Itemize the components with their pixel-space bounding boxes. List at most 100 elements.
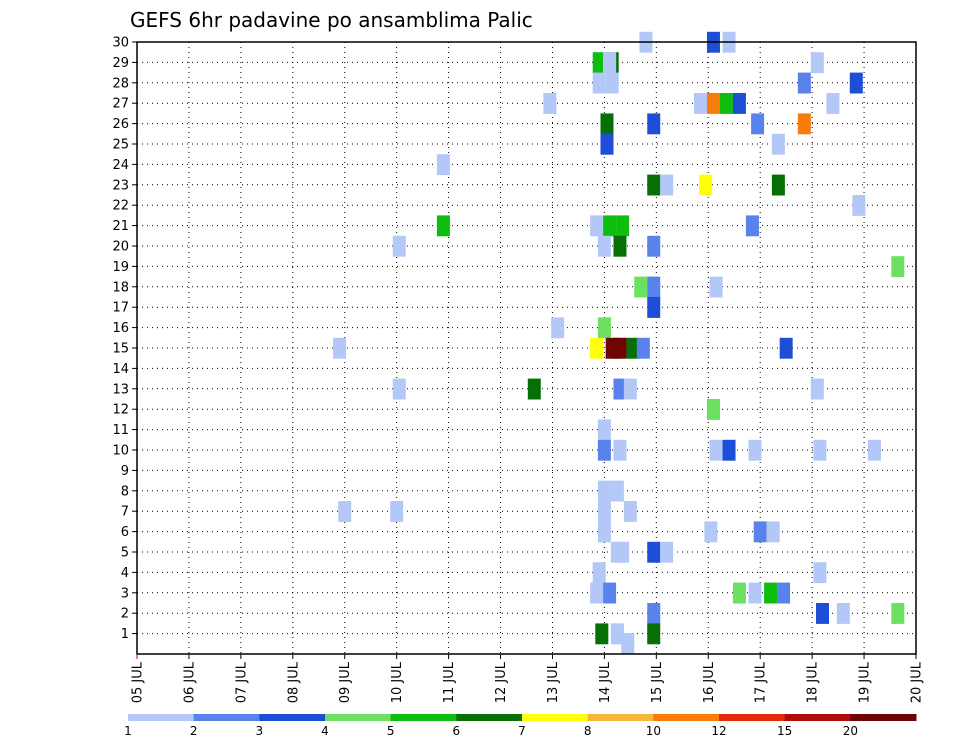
heatmap-cell [891,603,905,624]
heatmap-cell [867,439,881,461]
x-axis: 05 JUL 06 JUL 07 JUL 08 JUL 09 JUL 10 JUL 11 J… [131,654,925,703]
colorbar-label: 5 [387,724,395,738]
y-tick-label: 11 [112,423,129,438]
heatmap-cell [693,93,707,114]
heatmap-cell [771,174,785,196]
heatmap-cell [647,623,661,645]
y-tick-label: 28 [112,76,129,91]
x-tick-label: 19 JUL [858,661,873,703]
colorbar-swatch [193,714,260,721]
colorbar-swatch [850,714,917,721]
y-tick-label: 1 [121,627,129,642]
colorbar-label: 20 [843,724,858,738]
x-tick-label: 13 JUL [546,661,561,703]
x-tick-label: 08 JUL [286,661,301,703]
colorbar-swatch [719,714,786,721]
colorbar-swatch [456,714,523,721]
heatmap-cell [590,582,604,604]
y-tick-label: 14 [112,362,129,377]
heatmap-cell [719,93,733,114]
heatmap-cell [590,215,604,237]
y-tick-label: 25 [112,138,129,153]
y-tick-label: 5 [121,546,129,561]
heatmap-cell [603,582,617,604]
y-tick-label: 19 [112,260,129,275]
colorbar-label: 2 [190,724,198,738]
heatmap-cell [592,562,606,584]
y-tick-label: 7 [121,505,129,520]
heatmap-cell [392,378,406,400]
heatmap-cell [745,215,759,237]
heatmap-cell [647,603,661,624]
heatmap-cell [392,235,406,257]
colorbar-swatch [128,714,195,721]
heatmap-cell [777,582,791,604]
colorbar-label: 8 [584,724,592,738]
heatmap-cell [748,439,762,461]
heatmap-cell [527,378,541,400]
heatmap-cell [603,52,617,74]
heatmap-cell [600,133,614,155]
x-tick-label: 20 JUL [910,661,925,703]
y-tick-label: 12 [112,403,129,418]
colorbar-label: 10 [646,724,661,738]
heatmap-cell [751,113,765,135]
colorbar-label: 12 [711,724,726,738]
colorbar-swatch [522,714,589,721]
colorbar-swatch [784,714,851,721]
heatmap-cell [836,603,850,624]
heatmap-cell [660,174,674,196]
heatmap-cell [613,439,627,461]
heatmap-cell [699,174,713,196]
heatmap-cell [597,235,611,257]
colorbar-label: 3 [256,724,264,738]
heatmap-cell [647,297,661,318]
heatmap-cell [610,541,624,563]
y-tick-label: 26 [112,117,129,132]
x-tick-label: 18 JUL [806,661,821,703]
heatmap-cell [722,439,736,461]
y-tick-label: 3 [121,586,129,601]
y-tick-label: 23 [112,178,129,193]
heatmap-cell [543,93,557,114]
heatmap-cell [590,337,604,359]
heatmap-cell [623,501,637,522]
colorbar-swatch [390,714,457,721]
heatmap-cell [592,52,606,74]
y-tick-label: 27 [112,97,129,112]
heatmap-cell [779,337,793,359]
heatmap-cell [810,378,824,400]
colorbar-label: 4 [321,724,329,738]
heatmap-cell [592,72,606,94]
heatmap-cell [813,562,827,584]
y-tick-label: 6 [121,525,129,540]
colorbar-label: 15 [777,724,792,738]
x-tick-label: 14 JUL [598,661,613,703]
y-tick-label: 16 [112,321,129,336]
y-tick-label: 13 [112,382,129,397]
y-tick-label: 20 [112,240,129,255]
x-tick-label: 06 JUL [182,661,197,703]
heatmap-cell [610,480,624,502]
y-tick-label: 21 [112,219,129,234]
x-tick-label: 11 JUL [442,661,457,703]
x-tick-label: 16 JUL [702,661,717,703]
y-tick-label: 8 [121,484,129,499]
y-tick-label: 22 [112,199,129,214]
heatmap-cell [634,276,648,298]
heatmap-cell [647,113,661,135]
y-tick-label: 24 [112,158,129,173]
heatmap-cell [764,582,778,604]
heatmap-cell [797,72,811,94]
y-tick-label: 2 [121,607,129,622]
y-tick-label: 9 [121,464,129,479]
heatmap-cell [704,521,718,543]
heatmap-cell [852,195,866,216]
heatmap-cell [613,378,627,400]
chart-title: GEFS 6hr padavine po ansamblima Palic [130,8,533,32]
heatmap-cell [623,378,637,400]
heatmap-cell [333,337,347,359]
heatmap-cell [597,317,611,339]
heatmap-cell [636,337,650,359]
